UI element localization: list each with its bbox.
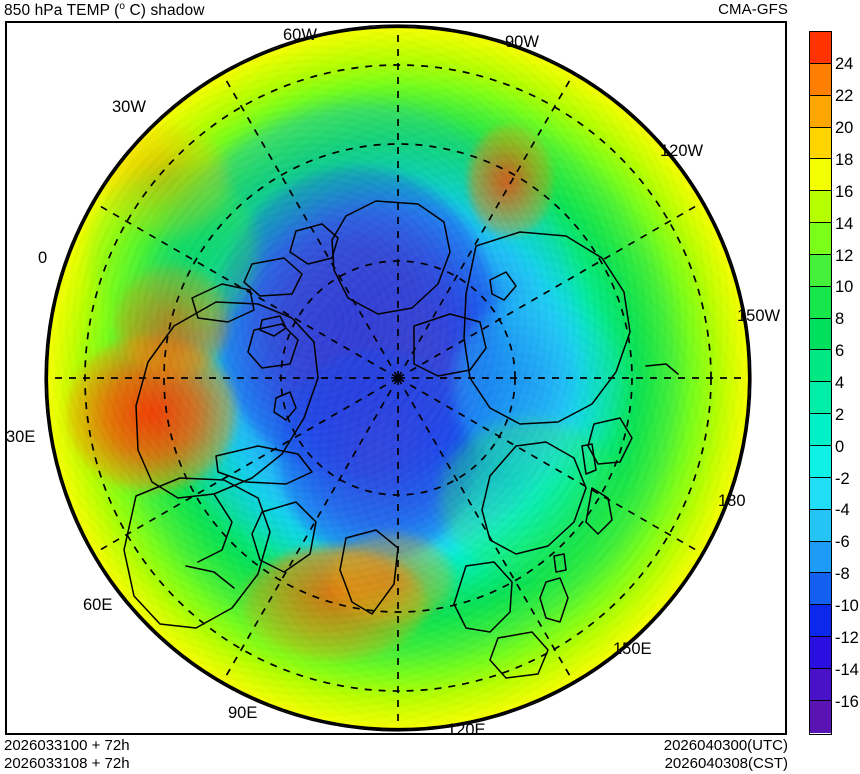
lon-label-0: 0	[38, 249, 48, 267]
footer-valid-utc: 2026040300(UTC)	[663, 737, 788, 754]
colorbar-swatch	[810, 63, 831, 96]
colorbar-swatch	[810, 477, 831, 510]
lon-label-150e: 150E	[613, 640, 652, 658]
colorbar-tick-neg10: -10	[835, 596, 859, 615]
footer-init-utc: 2026033100 + 72h	[4, 737, 130, 754]
lon-label-180: 180	[718, 492, 746, 510]
field-texture	[46, 26, 750, 730]
colorbar-tick-neg12: -12	[835, 628, 859, 647]
colorbar-tick-4: 4	[835, 374, 845, 392]
colorbar-swatch	[810, 445, 831, 478]
colorbar-swatch	[810, 700, 831, 733]
colorbar	[809, 31, 832, 735]
colorbar-swatch	[810, 637, 831, 669]
colorbar-swatch	[810, 159, 831, 192]
colorbar-tick-neg2: -2	[835, 469, 850, 488]
colorbar-tick-22: 22	[835, 87, 854, 106]
colorbar-tick-neg4: -4	[835, 501, 850, 520]
colorbar-tick-neg16: -16	[835, 692, 859, 711]
colorbar-tick-24: 24	[835, 55, 854, 74]
lon-label-60e: 60E	[83, 596, 113, 614]
colorbar-swatch	[810, 382, 831, 415]
polar-stereographic-disc	[46, 26, 750, 730]
colorbar-swatch	[810, 573, 831, 606]
model-label: CMA-GFS	[718, 1, 788, 19]
colorbar-tick-neg8: -8	[835, 565, 850, 584]
colorbar-swatch	[810, 95, 831, 128]
title-prefix: 850 hPa TEMP (	[4, 2, 120, 20]
colorbar-swatch	[810, 668, 831, 701]
colorbar-swatch	[810, 509, 831, 542]
colorbar-tick-18: 18	[835, 151, 854, 170]
colorbar-tick-12: 12	[835, 246, 854, 265]
lon-label-90e: 90E	[228, 704, 258, 722]
colorbar-tick-8: 8	[835, 310, 845, 329]
colorbar-swatch	[810, 32, 831, 64]
model-name: CMA-GFS	[718, 1, 788, 18]
colorbar-swatch	[810, 541, 831, 574]
lon-label-90w: 90W	[505, 33, 539, 51]
colorbar-swatch	[810, 414, 831, 446]
colorbar-swatch	[810, 318, 831, 351]
lon-label-30e: 30E	[6, 428, 36, 446]
colorbar-tick-neg14: -14	[835, 660, 859, 679]
colorbar-tick-14: 14	[835, 214, 854, 233]
colorbar-swatch	[810, 350, 831, 383]
title-suffix: C) shadow	[125, 2, 205, 20]
lon-label-120w: 120W	[660, 142, 704, 160]
colorbar-swatch	[810, 127, 831, 160]
colorbar-tick-0: 0	[835, 437, 845, 456]
colorbar-tick-16: 16	[835, 182, 854, 201]
page-title: 850 hPa TEMP (o C) shadow	[4, 1, 205, 20]
colorbar-swatch	[810, 254, 831, 287]
lon-label-120e: 120E	[447, 721, 486, 739]
colorbar-swatch	[810, 605, 831, 638]
colorbar-tick-labels: 24 22 20 18 16 14 12 10 8 6 4 2 0 -2 -4 -6 -8 -10 -12 -14 -1…	[835, 31, 860, 735]
lon-label-30w: 30W	[112, 98, 146, 116]
colorbar-swatch	[810, 223, 831, 255]
footer-valid-cst: 2026040308(CST)	[664, 755, 788, 772]
footer-init-cst: 2026033108 + 72h	[4, 755, 130, 772]
map-frame	[5, 21, 787, 735]
colorbar-tick-2: 2	[835, 405, 845, 424]
lon-label-150w: 150W	[737, 307, 781, 325]
colorbar-swatch	[810, 191, 831, 224]
colorbar-tick-20: 20	[835, 119, 854, 138]
colorbar-tick-6: 6	[835, 342, 845, 361]
colorbar-tick-neg6: -6	[835, 533, 850, 552]
colorbar-swatch	[810, 286, 831, 319]
lon-label-60w: 60W	[283, 26, 317, 44]
degree-symbol: o	[119, 1, 126, 12]
colorbar-tick-10: 10	[835, 278, 854, 297]
